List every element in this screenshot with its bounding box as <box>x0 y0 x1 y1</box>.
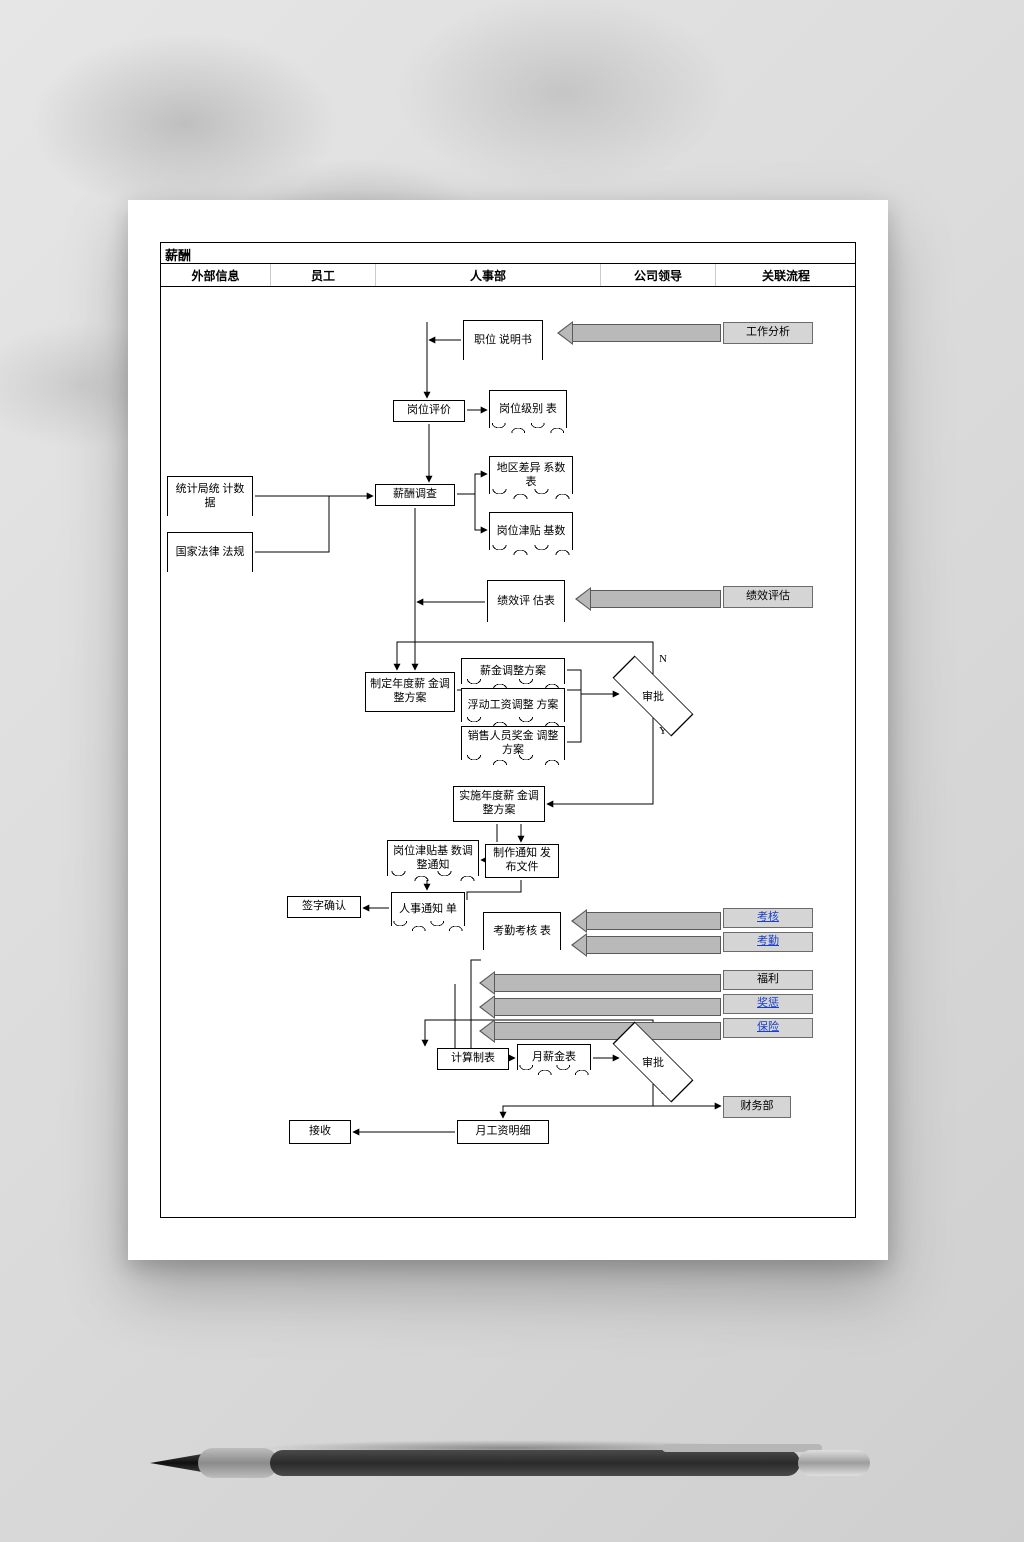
stage: 薪酬 NYNY 外部信息员工人事部公司领导关联流程职位 说明书工作分析岗位评价岗… <box>0 0 1024 1542</box>
node-perf_eval: 绩效评估 <box>723 586 813 608</box>
lane-header-ext: 外部信息 <box>161 264 271 286</box>
paper-sheet: 薪酬 NYNY 外部信息员工人事部公司领导关联流程职位 说明书工作分析岗位评价岗… <box>128 200 888 1260</box>
node-allowance_base: 岗位津贴 基数 <box>489 512 573 550</box>
block-arrow <box>571 936 721 954</box>
node-job_desc: 职位 说明书 <box>463 320 543 360</box>
node-rel_reward: 奖惩 <box>723 994 813 1014</box>
node-approve1: 审批 <box>621 676 685 716</box>
node-attend_table: 考勤考核 表 <box>483 912 561 950</box>
node-region_coef: 地区差异 系数表 <box>489 456 573 494</box>
node-plan_a: 薪金调整方案 <box>461 658 565 684</box>
lane-header-emp: 员工 <box>271 264 376 286</box>
node-job_eval: 岗位评价 <box>393 400 465 422</box>
node-level_table: 岗位级别 表 <box>489 390 567 428</box>
block-arrow <box>479 974 721 992</box>
node-stats: 统计局统 计数据 <box>167 476 253 516</box>
lane-header-hr: 人事部 <box>376 264 601 286</box>
node-make_plan: 制定年度薪 金调整方案 <box>365 672 455 712</box>
swimlane-frame: 薪酬 NYNY 外部信息员工人事部公司领导关联流程职位 说明书工作分析岗位评价岗… <box>160 242 856 1218</box>
node-perf_table: 绩效评 估表 <box>487 580 565 622</box>
node-adjust_notice: 岗位津贴基 数调整通知 <box>387 840 479 876</box>
block-arrow <box>479 998 721 1016</box>
edges-svg: NYNY <box>161 264 461 414</box>
node-detail: 月工资明细 <box>457 1120 549 1144</box>
diagram-title: 薪酬 <box>165 245 191 264</box>
node-exec_plan: 实施年度薪 金调整方案 <box>453 786 545 822</box>
node-receive: 接收 <box>289 1120 351 1144</box>
node-calc: 计算制表 <box>437 1048 509 1070</box>
node-plan_b: 浮动工资调整 方案 <box>461 688 565 722</box>
svg-text:N: N <box>659 653 667 665</box>
node-make_notice: 制作通知 发布文件 <box>485 844 559 878</box>
node-finance: 财务部 <box>723 1096 791 1118</box>
block-arrow <box>575 590 721 608</box>
node-rel_assess: 考核 <box>723 908 813 928</box>
node-plan_c: 销售人员奖金 调整方案 <box>461 726 565 760</box>
lane-header-rel: 关联流程 <box>716 264 856 286</box>
node-work_analysis: 工作分析 <box>723 322 813 344</box>
node-approve2: 审批 <box>621 1042 685 1082</box>
node-monthly: 月薪金表 <box>517 1044 591 1070</box>
node-rel_insure: 保险 <box>723 1018 813 1038</box>
node-sign: 签字确认 <box>287 896 361 918</box>
node-rel_attend: 考勤 <box>723 932 813 952</box>
block-arrow <box>557 324 721 342</box>
node-rel_welfare: 福利 <box>723 970 813 990</box>
node-hr_notice: 人事通知 单 <box>391 892 465 926</box>
lanes-area: NYNY 外部信息员工人事部公司领导关联流程职位 说明书工作分析岗位评价岗位级别… <box>161 263 855 264</box>
block-arrow <box>571 912 721 930</box>
node-survey: 薪酬调查 <box>375 484 455 506</box>
block-arrow <box>479 1022 721 1040</box>
lane-header-lead: 公司领导 <box>601 264 716 286</box>
node-laws: 国家法律 法规 <box>167 532 253 572</box>
pen-prop <box>150 1440 870 1486</box>
